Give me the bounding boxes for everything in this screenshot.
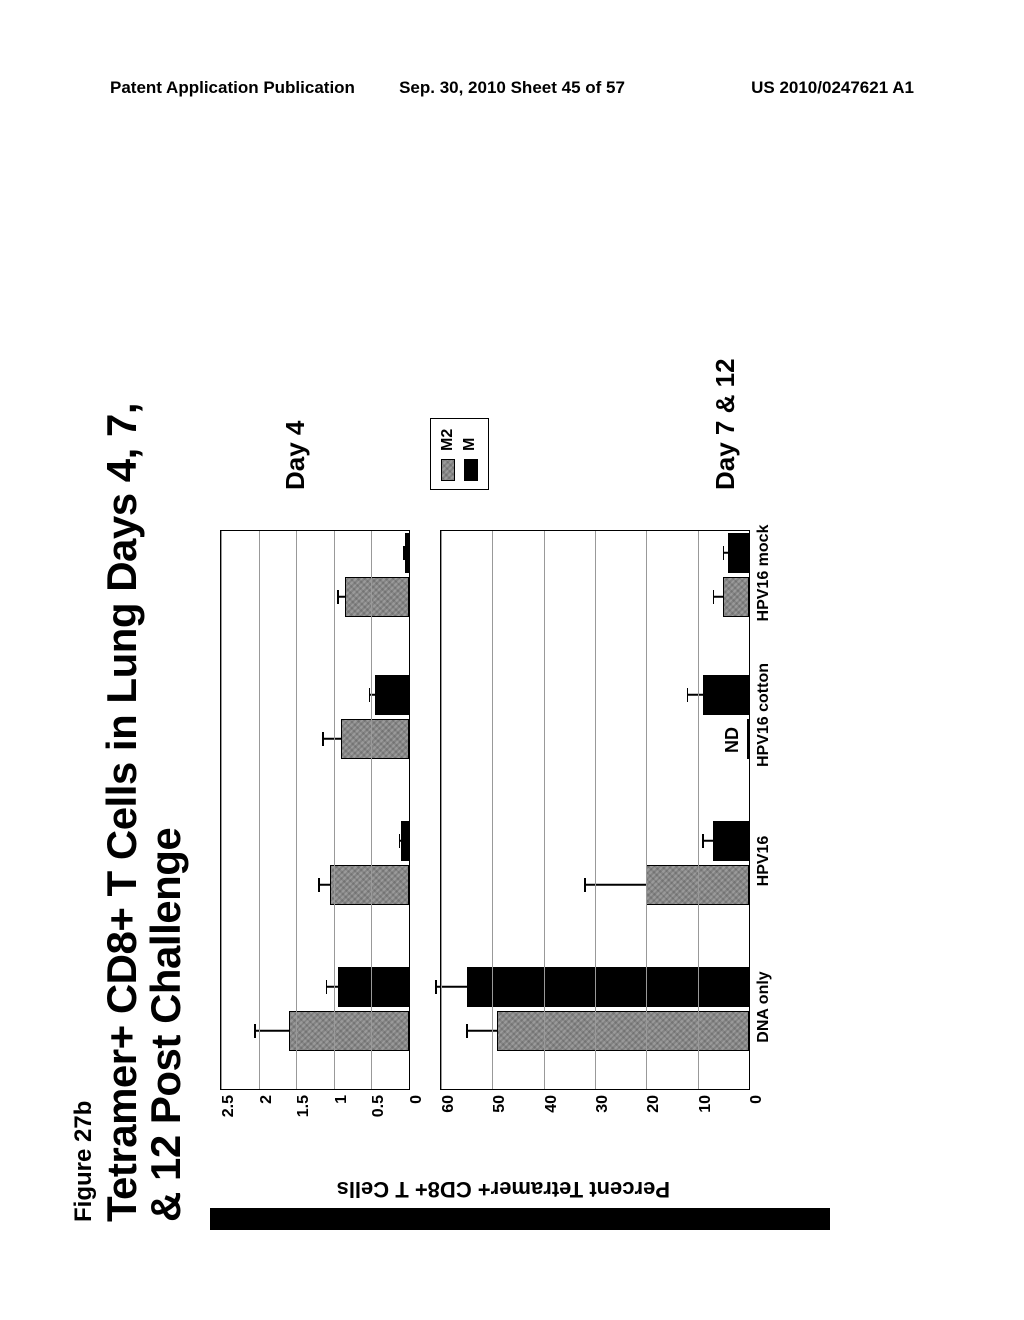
y-tick-label: 1 <box>333 1089 351 1104</box>
error-bar-cap <box>337 590 339 604</box>
bar-m2 <box>497 1011 749 1051</box>
error-bar-cap <box>318 878 320 892</box>
figure-rotated-canvas: Figure 27b Tetramer+ CD8+ T Cells in Lun… <box>70 180 950 1230</box>
error-bar-cap <box>584 878 586 892</box>
error-bar-cap <box>723 546 725 560</box>
bar-m2 <box>341 719 409 759</box>
error-bar <box>319 884 330 886</box>
gridline <box>371 531 372 1089</box>
figure-label: Figure 27b <box>70 1101 98 1222</box>
y-tick-label: 30 <box>594 1089 612 1113</box>
y-tick-label: 2 <box>258 1089 276 1104</box>
gridline <box>646 531 647 1089</box>
error-bar <box>338 596 346 598</box>
gridline <box>492 531 493 1089</box>
error-bar <box>713 596 723 598</box>
x-tick-label: HPV16 cotton <box>749 655 773 775</box>
gridline <box>544 531 545 1089</box>
error-bar-cap <box>399 834 401 848</box>
header-left: Patent Application Publication <box>110 78 355 98</box>
gridline <box>334 531 335 1089</box>
bar-m <box>467 967 749 1007</box>
bar-m <box>703 675 749 715</box>
bar-m <box>401 821 409 861</box>
y-tick-label: 40 <box>543 1089 561 1113</box>
header-mid: Sep. 30, 2010 Sheet 45 of 57 <box>399 78 625 98</box>
error-bar <box>703 840 713 842</box>
bar-m <box>338 967 409 1007</box>
x-tick-label: HPV16 mock <box>749 513 773 633</box>
y-tick-label: 0.5 <box>370 1089 388 1117</box>
error-bar-cap <box>713 590 715 604</box>
bar-m2 <box>345 577 409 617</box>
chart-day4-bars-area <box>221 531 409 1089</box>
error-bar-cap <box>369 688 371 702</box>
figure-container: Figure 27b Tetramer+ CD8+ T Cells in Lun… <box>70 180 950 1230</box>
bar-m <box>405 533 409 573</box>
error-bar-cap <box>435 980 437 994</box>
charts-column: 00.511.522.5 ND 0102030405060DNA onlyHPV… <box>220 450 780 1170</box>
legend-label-m2: M2 <box>437 429 459 451</box>
gridline <box>259 531 260 1089</box>
bar-m <box>728 533 749 573</box>
bar-m2 <box>289 1011 409 1051</box>
gridline <box>698 531 699 1089</box>
bar-m <box>713 821 749 861</box>
figure-title-line1: Tetramer+ CD8+ T Cells in Lung Days 4, 7… <box>98 403 145 1222</box>
y-tick-label: 2.5 <box>220 1089 238 1117</box>
y-tick-label: 0 <box>748 1089 766 1104</box>
y-tick-label: 20 <box>645 1089 663 1113</box>
bar-m2 <box>330 865 409 905</box>
error-bar <box>585 884 647 886</box>
bar-m <box>375 675 409 715</box>
bar-m2 <box>723 577 749 617</box>
y-tick-label: 10 <box>697 1089 715 1113</box>
gridline <box>296 531 297 1089</box>
y-tick-label: 0 <box>408 1089 426 1104</box>
y-axis-label-text: Percent Tetramer+ CD8+ T Cells <box>337 1177 670 1202</box>
error-bar-cap <box>466 1024 468 1038</box>
error-bar-cap <box>322 732 324 746</box>
x-tick-label: HPV16 <box>749 801 773 921</box>
gridline <box>221 531 222 1089</box>
error-bar <box>687 694 702 696</box>
nd-annotation: ND <box>722 727 743 753</box>
figure-title-line2: & 12 Post Challenge <box>142 828 189 1222</box>
error-bar-cap <box>254 1024 256 1038</box>
y-axis-label: Percent Tetramer+ CD8+ T Cells <box>157 1176 490 1202</box>
y-tick-label: 60 <box>440 1089 458 1113</box>
error-bar <box>323 738 342 740</box>
y-tick-label: 1.5 <box>295 1089 313 1117</box>
figure-title: Tetramer+ CD8+ T Cells in Lung Days 4, 7… <box>100 403 188 1222</box>
error-bar <box>326 986 337 988</box>
legend-label-m: M <box>459 438 481 451</box>
gridline <box>595 531 596 1089</box>
decorative-left-bar <box>210 1208 830 1230</box>
chart-day4: 00.511.522.5 <box>220 530 410 1090</box>
x-tick-label: DNA only <box>749 947 773 1067</box>
gridline <box>441 531 442 1089</box>
error-bar <box>255 1030 289 1032</box>
error-bar-cap <box>326 980 328 994</box>
y-tick-label: 50 <box>491 1089 509 1113</box>
header-right: US 2010/0247621 A1 <box>751 78 914 98</box>
error-bar-cap <box>702 834 704 848</box>
chart-day7-12: ND 0102030405060DNA onlyHPV16HPV16 cotto… <box>440 530 750 1090</box>
error-bar-cap <box>687 688 689 702</box>
